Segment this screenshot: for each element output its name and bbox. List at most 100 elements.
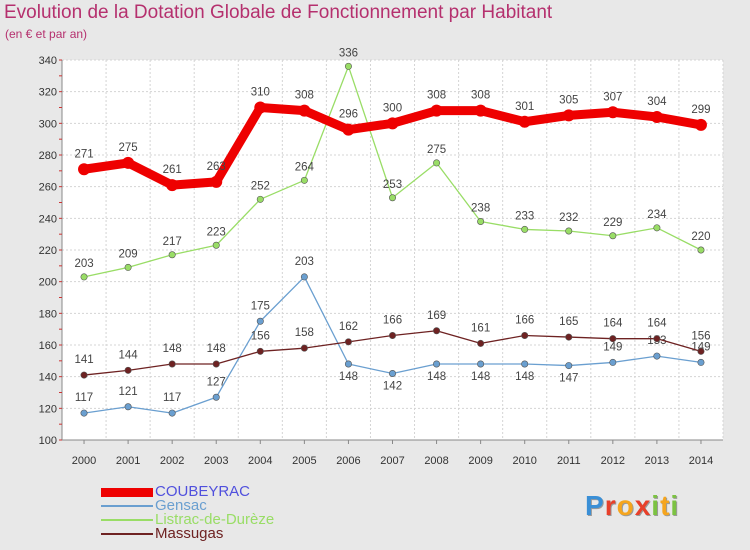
data-point-listrac-de-dur-ze <box>521 225 529 233</box>
data-label-listrac-de-dur-ze: 217 <box>163 236 182 248</box>
data-label-massugas: 141 <box>74 354 93 366</box>
data-label-coubeyrac: 296 <box>339 109 358 121</box>
data-label-listrac-de-dur-ze: 253 <box>383 179 402 191</box>
data-point-gensac <box>168 409 176 417</box>
legend-label: Massugas <box>155 525 224 542</box>
data-label-coubeyrac: 308 <box>427 90 446 102</box>
data-point-massugas <box>344 338 352 346</box>
x-tick-label: 2012 <box>601 455 625 467</box>
data-label-coubeyrac: 301 <box>515 101 534 113</box>
data-label-gensac: 117 <box>75 392 93 404</box>
data-point-listrac-de-dur-ze <box>256 195 264 203</box>
data-label-massugas: 161 <box>471 322 490 334</box>
data-point-massugas <box>433 327 441 335</box>
chart-subtitle: (en € et par an) <box>5 27 88 41</box>
data-label-gensac: 142 <box>383 381 402 393</box>
data-point-gensac <box>521 360 529 368</box>
data-point-gensac <box>609 358 617 366</box>
logo-letter: i <box>651 490 661 521</box>
legend-swatch <box>101 487 153 497</box>
data-label-coubeyrac: 299 <box>691 104 710 116</box>
data-point-gensac <box>80 409 88 417</box>
data-point-listrac-de-dur-ze <box>697 246 705 254</box>
data-label-gensac: 121 <box>119 386 138 398</box>
data-label-massugas: 156 <box>691 330 710 342</box>
data-point-gensac <box>388 369 396 377</box>
data-point-massugas <box>212 360 220 368</box>
data-point-massugas <box>653 335 661 343</box>
data-point-gensac <box>697 358 705 366</box>
data-point-massugas <box>300 344 308 352</box>
data-point-coubeyrac <box>298 104 311 117</box>
data-label-listrac-de-dur-ze: 233 <box>515 210 534 222</box>
data-label-listrac-de-dur-ze: 220 <box>691 231 710 243</box>
legend-label: Gensac <box>155 497 207 514</box>
data-label-massugas: 158 <box>295 327 314 339</box>
y-tick-label: 120 <box>39 403 57 415</box>
data-point-massugas <box>80 371 88 379</box>
data-label-massugas: 166 <box>383 315 402 327</box>
data-point-coubeyrac <box>386 117 399 130</box>
logo-letter: o <box>616 490 635 521</box>
legend-label: Listrac-de-Durèze <box>155 511 275 528</box>
data-label-massugas: 164 <box>647 318 667 330</box>
x-tick-label: 2000 <box>72 455 96 467</box>
data-point-massugas <box>388 331 396 339</box>
data-label-listrac-de-dur-ze: 264 <box>295 161 315 173</box>
data-point-gensac <box>433 360 441 368</box>
x-tick-label: 2014 <box>689 455 713 467</box>
data-point-coubeyrac <box>430 104 443 117</box>
logo-letter: i <box>670 490 680 521</box>
data-label-coubeyrac: 307 <box>603 91 622 103</box>
data-label-coubeyrac: 261 <box>163 164 182 176</box>
data-point-listrac-de-dur-ze <box>477 218 485 226</box>
data-point-massugas <box>124 366 132 374</box>
data-point-listrac-de-dur-ze <box>80 273 88 281</box>
data-label-gensac: 148 <box>515 371 534 383</box>
data-point-coubeyrac <box>474 104 487 117</box>
logo-letter: r <box>604 490 617 521</box>
data-point-listrac-de-dur-ze <box>124 263 132 271</box>
y-tick-label: 280 <box>39 150 57 162</box>
data-label-listrac-de-dur-ze: 234 <box>647 209 667 221</box>
data-point-coubeyrac <box>210 175 223 188</box>
y-tick-label: 300 <box>39 118 57 130</box>
y-tick-label: 100 <box>39 435 57 447</box>
y-tick-label: 240 <box>39 213 57 225</box>
data-label-listrac-de-dur-ze: 229 <box>603 217 622 229</box>
data-point-gensac <box>300 273 308 281</box>
data-label-gensac: 148 <box>427 371 446 383</box>
data-point-coubeyrac <box>166 179 179 192</box>
x-tick-label: 2006 <box>336 455 360 467</box>
data-label-massugas: 165 <box>559 316 578 328</box>
data-label-listrac-de-dur-ze: 223 <box>207 226 226 238</box>
data-label-gensac: 148 <box>339 371 358 383</box>
logo-letter: P <box>585 490 605 521</box>
data-label-gensac: 175 <box>251 300 270 312</box>
data-point-listrac-de-dur-ze <box>653 224 661 232</box>
data-point-gensac <box>212 393 220 401</box>
y-tick-label: 260 <box>39 182 57 194</box>
data-point-gensac <box>653 352 661 360</box>
data-label-massugas: 164 <box>603 318 623 330</box>
y-tick-label: 340 <box>39 55 57 67</box>
x-tick-label: 2009 <box>468 455 492 467</box>
data-point-listrac-de-dur-ze <box>433 159 441 167</box>
y-tick-label: 200 <box>39 277 57 289</box>
legend-swatch <box>101 519 153 521</box>
data-point-coubeyrac <box>518 115 531 128</box>
data-point-coubeyrac <box>606 106 619 119</box>
data-label-coubeyrac: 305 <box>559 94 578 106</box>
data-point-massugas <box>521 331 529 339</box>
data-point-listrac-de-dur-ze <box>388 194 396 202</box>
data-point-massugas <box>256 347 264 355</box>
legend-swatch <box>101 505 153 507</box>
data-point-gensac <box>256 317 264 325</box>
data-point-coubeyrac <box>254 101 267 114</box>
data-label-gensac: 117 <box>163 392 181 404</box>
logo-letter: t <box>660 490 671 521</box>
data-point-coubeyrac <box>342 123 355 136</box>
data-point-listrac-de-dur-ze <box>212 241 220 249</box>
data-point-coubeyrac <box>694 118 707 131</box>
